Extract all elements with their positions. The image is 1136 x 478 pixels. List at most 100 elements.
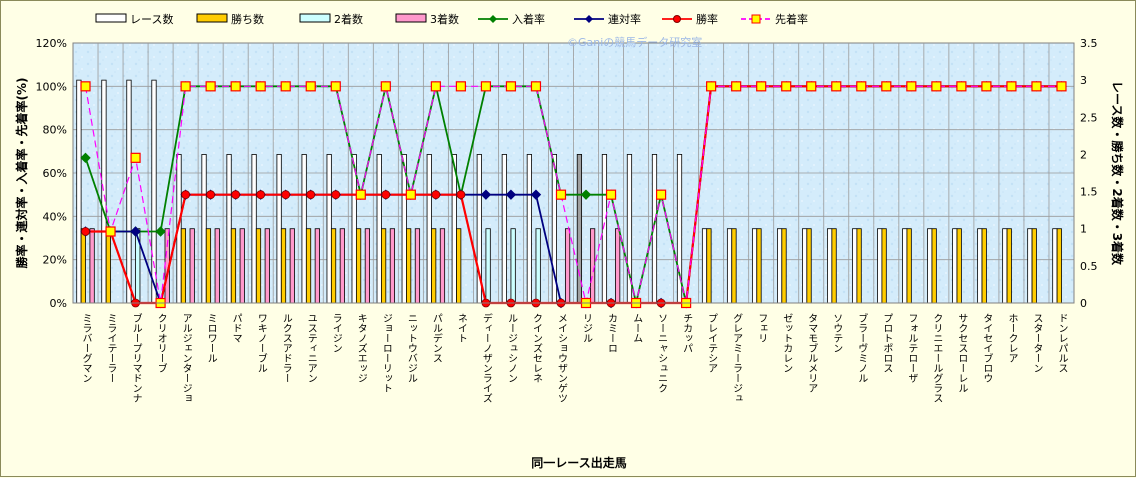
marker-square	[931, 81, 942, 92]
marker-diamond	[130, 226, 141, 237]
category-label: プレイテシア	[706, 313, 718, 373]
category-label: メイショウザンゲツ	[555, 313, 567, 403]
category-label: ソウテン	[831, 313, 842, 353]
bar-1	[326, 154, 332, 304]
marker-square	[806, 81, 817, 92]
category-label: グレアミーラージュ	[731, 313, 743, 403]
category-label: タイセイブロウ	[981, 313, 993, 383]
category-label: タマモブルメリア	[806, 313, 818, 393]
category-label: ネイト	[455, 313, 467, 343]
marker-square	[230, 81, 241, 92]
legend-label: 2着数	[334, 12, 363, 26]
marker-circle	[331, 190, 341, 200]
marker-circle	[456, 190, 466, 200]
marker-square	[956, 81, 967, 92]
category-label: ホークレア	[1006, 313, 1018, 363]
bar-2	[305, 228, 312, 304]
right-axis-title: レース数・勝ち数・2着数・3着数	[1110, 81, 1125, 266]
bar-1	[201, 154, 207, 304]
legend-label: 3着数	[430, 12, 459, 26]
bar-4	[389, 228, 396, 304]
watermark: ©Ganiの競馬データ研究室	[567, 35, 702, 49]
marker-square	[255, 81, 266, 92]
bar-2	[255, 228, 262, 304]
category-label: プロトポロス	[881, 313, 893, 373]
bar-1	[526, 154, 532, 304]
legend-marker	[585, 15, 593, 23]
right-tick-label: 3.5	[1080, 37, 1098, 50]
legend-swatch	[299, 13, 331, 23]
bar-2	[456, 228, 462, 304]
bar-2	[80, 228, 86, 304]
bar-2	[355, 228, 362, 304]
marker-square	[655, 189, 667, 200]
marker-diamond	[505, 189, 517, 200]
marker-square	[530, 81, 542, 92]
bar-4	[89, 228, 95, 304]
category-label: ルクスアドラー	[280, 313, 292, 383]
bar-1	[1027, 228, 1033, 304]
marker-diamond	[530, 189, 542, 200]
bar-1	[726, 228, 733, 304]
marker-square	[430, 81, 441, 92]
category-label: ディーノザンライズ	[480, 312, 492, 403]
bar-1	[751, 228, 758, 304]
category-label: ブループリマドンナ	[130, 312, 142, 403]
marker-square	[480, 81, 492, 92]
marker-square	[981, 81, 992, 92]
marker-square	[1056, 81, 1067, 92]
marker-square	[130, 152, 141, 163]
bar-2	[381, 228, 387, 304]
category-label: パルデンス	[430, 313, 442, 363]
right-tick-label: 2	[1080, 148, 1087, 161]
bar-1	[126, 79, 132, 304]
bar-4	[289, 228, 295, 304]
legend-label: レース数	[130, 13, 173, 26]
category-label: ワキノーブル	[255, 313, 267, 373]
bar-1	[927, 228, 933, 304]
marker-square	[1006, 81, 1017, 92]
bar-1	[701, 228, 708, 304]
legend-label: 勝率	[696, 12, 718, 26]
category-label: サクセスローレル	[956, 313, 968, 393]
marker-square	[205, 81, 216, 92]
bar-1	[351, 154, 357, 304]
bar-3	[485, 228, 491, 304]
category-label: ムーム	[631, 313, 643, 343]
category-label: ミロワール	[205, 313, 217, 363]
marker-square	[105, 226, 116, 237]
marker-circle	[231, 190, 241, 200]
left-tick-label: 20%	[43, 254, 67, 267]
bar-2	[831, 228, 837, 304]
bar-2	[280, 228, 287, 304]
bar-1	[276, 154, 282, 304]
category-label: ドンレパルス	[1056, 313, 1068, 373]
bar-2	[856, 228, 862, 304]
marker-square	[1031, 81, 1042, 92]
bar-4	[414, 228, 421, 304]
left-tick-label: 80%	[43, 124, 67, 137]
bar-2	[731, 228, 737, 304]
marker-circle	[306, 190, 316, 200]
category-label: ミライテーラー	[105, 313, 117, 383]
bar-2	[205, 228, 212, 304]
bar-2	[1031, 228, 1037, 304]
marker-square	[781, 81, 792, 92]
legend: レース数 勝ち数 2着数 3着数 入着率 連対率 勝率 先着率	[95, 12, 808, 26]
marker-circle	[431, 190, 441, 200]
bar-4	[564, 228, 571, 304]
marker-circle	[381, 190, 391, 200]
marker-square	[731, 81, 742, 92]
bar-1	[101, 79, 107, 304]
legend-swatch	[95, 13, 127, 23]
marker-square	[180, 81, 191, 92]
bar-1	[501, 154, 507, 304]
marker-square	[856, 81, 867, 92]
category-label: ゼットカレン	[781, 313, 793, 373]
category-label: フェリ	[756, 313, 767, 343]
bar-1	[376, 154, 382, 304]
bar-2	[180, 228, 187, 304]
marker-square	[330, 81, 341, 92]
